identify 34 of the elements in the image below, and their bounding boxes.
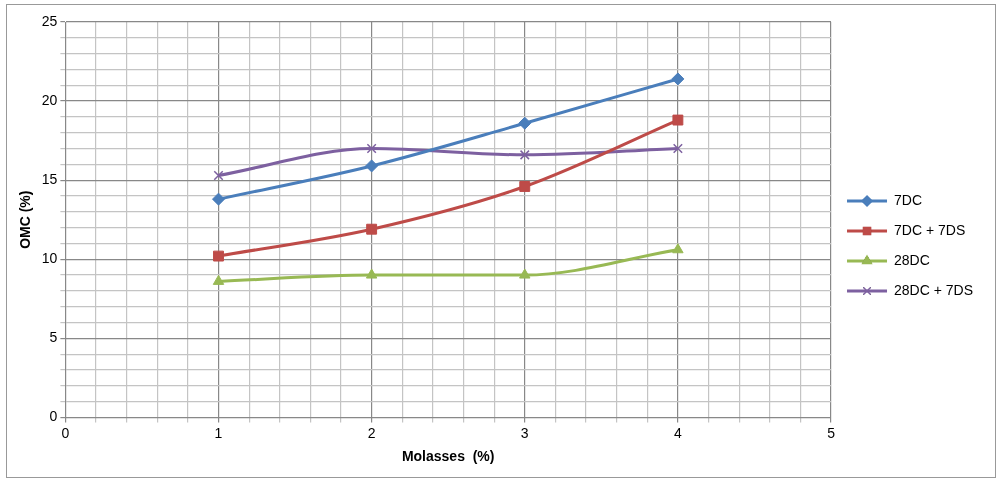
x-tick-label: 3 (520, 424, 529, 441)
y-tick-label: 10 (41, 250, 58, 267)
x-axis-title: Molasses (%) (401, 448, 495, 465)
point (365, 159, 379, 173)
x-tick-label: 4 (673, 424, 682, 441)
y-tick-label: 15 (41, 171, 58, 188)
x-tick-label: 0 (61, 424, 70, 441)
y-tick-label: 0 (49, 408, 58, 425)
point (213, 170, 224, 181)
point (672, 243, 684, 254)
y-tick-label: 20 (41, 91, 58, 108)
legend-label: 7DC (894, 191, 923, 208)
x-tick-label: 2 (367, 424, 376, 441)
point (671, 72, 685, 86)
point (519, 181, 531, 192)
point (518, 116, 532, 130)
point (672, 114, 684, 126)
x-tick-label: 1 (214, 424, 223, 441)
point (213, 250, 224, 262)
y-axis-title: OMC (%) (17, 190, 34, 249)
legend-label: 28DC (894, 251, 930, 268)
legend-label: 7DC + 7DS (894, 221, 966, 238)
x-tick-label: 5 (827, 424, 836, 441)
y-tick-label: 25 (41, 12, 58, 29)
y-tick-label: 5 (49, 329, 58, 346)
legend-label: 28DC + 7DS (894, 281, 973, 298)
point (519, 149, 530, 160)
point (212, 274, 225, 285)
point (212, 192, 225, 206)
point (672, 143, 683, 154)
point (365, 268, 378, 279)
point (519, 268, 531, 279)
point (366, 223, 378, 235)
point (366, 143, 377, 154)
